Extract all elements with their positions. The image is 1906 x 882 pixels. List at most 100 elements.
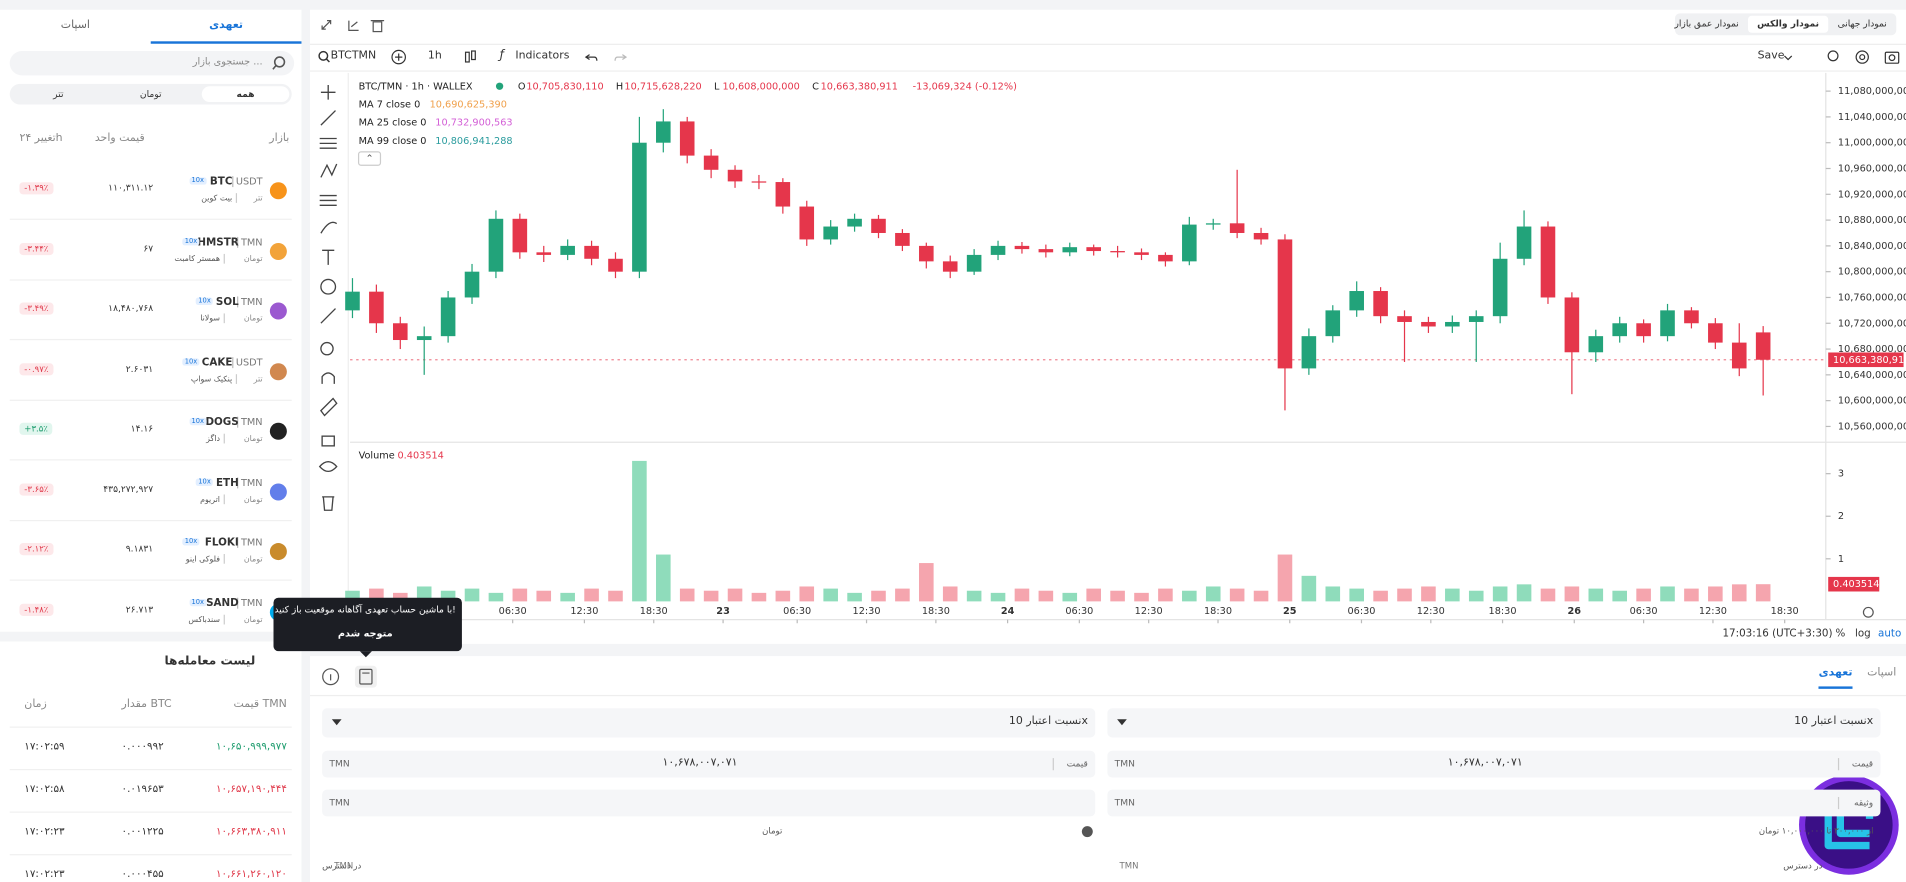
market-row[interactable]: TMN FLOKI 10x تومان فلوکی اینو ۹.۱۸۳۱ -۲.۱۲٪: [9, 520, 292, 581]
undo-redo[interactable]: [584, 50, 634, 65]
column-header: بازار: [269, 132, 290, 145]
compare-icon[interactable]: [390, 49, 407, 66]
pair-quote: TMN: [237, 536, 263, 548]
filter[interactable]: همه: [201, 86, 290, 103]
divider: [1837, 796, 1840, 810]
unit-price: ۶۷: [143, 242, 154, 254]
leverage-badge: 10x: [195, 297, 214, 305]
collateral-unit: TMN: [329, 796, 350, 808]
quote-name: تومان: [243, 553, 263, 564]
market-row[interactable]: TMN SAND 10x تومان سندباکس ۲۶.۷۱۳ -۱.۴۸٪: [10, 580, 292, 632]
leverage-badge: 10x: [182, 237, 200, 245]
available-label: در دسترس: [322, 861, 362, 872]
pair-quote: USDT: [232, 356, 263, 368]
market-row[interactable]: USDT CAKE 10x تتر پنکیک سواپ ۲.۶۰۳۱ -۰.۹۷٪: [9, 340, 292, 401]
log-toggle[interactable]: log: [1854, 628, 1871, 641]
change-badge: +۳.۵٪: [19, 422, 53, 435]
save-button[interactable]: Save: [1757, 49, 1785, 62]
column-header: مقدار BTC: [121, 698, 172, 711]
indicators-button[interactable]: Indicators: [515, 49, 570, 62]
view-tab[interactable]: نمودار والکس: [1747, 15, 1829, 33]
pair-base: BTC: [209, 176, 233, 189]
tab[interactable]: تعهدی: [1818, 667, 1853, 689]
tab[interactable]: اسپات: [60, 19, 90, 32]
price-label: قیمت: [1851, 758, 1874, 770]
auto-toggle[interactable]: auto: [1878, 628, 1902, 641]
drawing-toolbar[interactable]: [315, 80, 342, 517]
leverage-badge: 10x: [189, 177, 207, 185]
divider: [347, 72, 349, 626]
quote-name: تتر: [253, 373, 263, 384]
calc-icons[interactable]: [320, 665, 381, 689]
divider: [9, 854, 292, 856]
fx-icon: ƒ: [499, 48, 504, 62]
leverage-badge: 10x: [189, 598, 207, 606]
view-tab[interactable]: نمودار عمق بازار: [1674, 18, 1739, 30]
leverage-select[interactable]: نسبت اعتبار 10x: [322, 708, 1096, 738]
market-row[interactable]: USDT BTC 10x تتر بیت کوین ۱۱۰,۳۱۱.۱۲ -۱.۳۹٪: [9, 159, 292, 220]
market-row[interactable]: TMN SOL 10x تومان سولانا ۱۸,۴۸۰,۷۶۸ -۳.۴۹٪: [9, 279, 292, 341]
coin-icon: [269, 182, 287, 200]
leverage-select[interactable]: نسبت اعتبار 10x: [1107, 708, 1881, 738]
market-row[interactable]: TMN ETH 10x تومان اتریوم ۴۳۵,۲۷۲,۹۲۷ -۳.۶۵٪: [9, 460, 292, 521]
quote-name: تومان: [243, 493, 263, 504]
quote-name: تومان: [243, 433, 263, 444]
price-label: قیمت: [1066, 758, 1088, 770]
search-icon: [318, 50, 330, 63]
tab[interactable]: تعهدی: [150, 10, 302, 44]
tab[interactable]: اسپات: [1867, 666, 1897, 680]
coin-name: همستر کامبت: [174, 253, 225, 264]
search-placeholder: جستجوی بازار ...: [192, 55, 263, 67]
trades-list: ۱۰,۶۵۰,۹۹۹,۹۷۷ ۰.۰۰۰۹۹۲ ۱۷:۰۲:۵۹ ۱۰,۶۵۷,۱۹۰…: [0, 726, 301, 882]
chart-type-icon[interactable]: [463, 49, 478, 66]
filter[interactable]: تومان: [139, 88, 162, 100]
unit-price: ۹.۱۸۳۱: [125, 543, 154, 554]
price-field[interactable]: قیمت ۱۰,۶۷۸,۰۰۷,۰۷۱ TMN: [322, 750, 1096, 778]
divider: [309, 43, 1906, 45]
filter[interactable]: تتر: [53, 88, 64, 100]
pair-base: FLOKI: [204, 536, 239, 550]
market-row[interactable]: TMN HMSTR 10x تومان همستر کامبت ۶۷ -۳.۴۴٪: [9, 219, 292, 281]
view-tab[interactable]: نمودار جهانی: [1837, 18, 1887, 30]
trade-price: ۱۰,۶۶۳,۳۸۰,۹۱۱: [215, 826, 287, 839]
info-icon: [1081, 826, 1093, 838]
unit-price: ۲۶.۷۱۳: [125, 603, 154, 615]
pair-quote: USDT: [232, 176, 263, 188]
divider: [9, 726, 292, 728]
tooltip-button[interactable]: متوجه شدم: [337, 628, 393, 640]
collateral-field[interactable]: TMN: [322, 789, 1096, 817]
symbol[interactable]: BTCTMN: [330, 49, 377, 62]
trade-time: ۱۷:۰۲:۲۳: [24, 868, 65, 881]
trade-price: ۱۰,۶۵۰,۹۹۹,۹۷۷: [215, 741, 287, 754]
range-note: تومان: [762, 826, 783, 836]
interval[interactable]: 1h: [427, 49, 442, 62]
market-list: USDT BTC 10x تتر بیت کوین ۱۱۰,۳۱۱.۱۲ -۱.۳۹٪ TMN…: [0, 159, 301, 632]
pair-quote: TMN: [237, 476, 263, 488]
price-value: ۱۰,۶۷۸,۰۰۷,۰۷۱: [662, 756, 738, 770]
chart-actions[interactable]: [1780, 49, 1902, 66]
price-field[interactable]: قیمت ۱۰,۶۷۸,۰۰۷,۰۷۱ TMN: [1107, 750, 1881, 778]
market-row[interactable]: TMN DOGS 10x تومان داگز ۱۴.۱۶ +۳.۵٪: [9, 400, 292, 461]
view-switch: نمودار جهانی نمودار والکس نمودار عمق بازار: [1674, 13, 1897, 36]
collateral-field[interactable]: وثیقه TMN: [1107, 789, 1881, 817]
price-unit: TMN: [1114, 758, 1135, 770]
caret: [331, 719, 342, 726]
leverage-text: نسبت اعتبار 10x: [1794, 715, 1874, 728]
search-box[interactable]: جستجوی بازار ...: [9, 51, 295, 76]
change-badge: -۲.۱۲٪: [19, 543, 54, 556]
leverage-badge: 10x: [182, 357, 200, 366]
available-unit: TMN: [334, 861, 354, 872]
pair-base: DOGS: [205, 416, 239, 429]
price-unit: TMN: [329, 758, 350, 770]
coin-name: سندباکس: [188, 614, 225, 624]
price-value: ۱۰,۶۷۸,۰۰۷,۰۷۱: [1447, 756, 1523, 770]
percent-toggle[interactable]: %: [1835, 628, 1846, 641]
unit-price: ۱۴.۱۶: [130, 422, 154, 434]
coin-icon: [269, 242, 287, 260]
leverage-badge: 10x: [195, 478, 214, 486]
coin-name: پنکیک سواپ: [191, 373, 238, 384]
trade-amount: ۰.۰۱۹۶۵۳: [121, 783, 164, 796]
leverage-badge: 10x: [189, 417, 207, 426]
